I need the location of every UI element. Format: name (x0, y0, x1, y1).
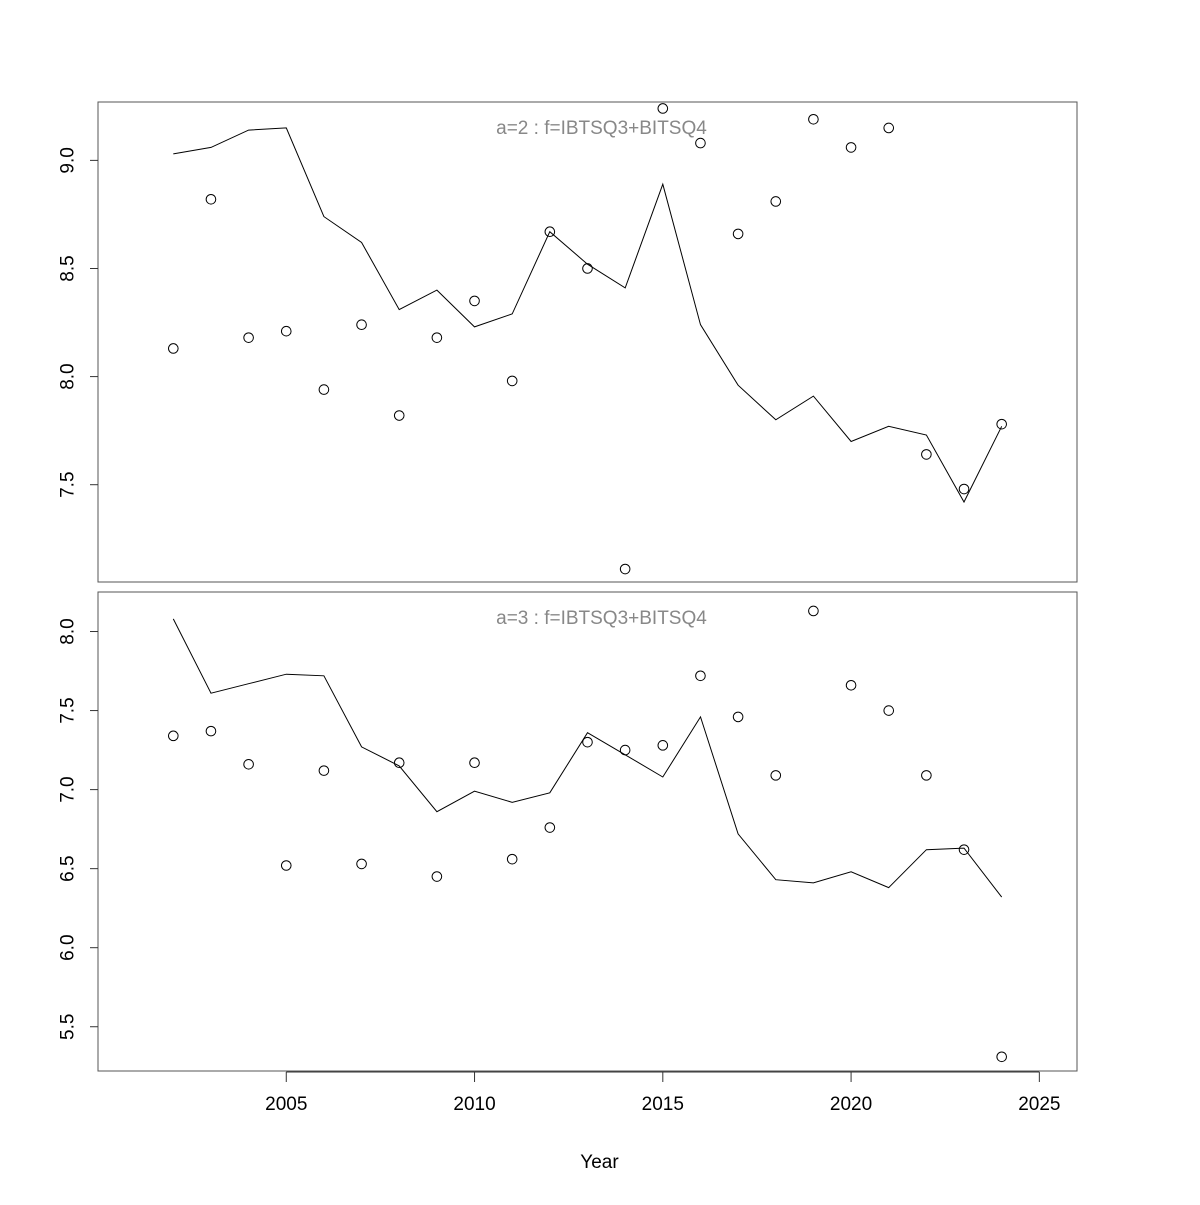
data-point-2-2020 (845, 679, 857, 691)
y-tick-label-1-3: 9.0 (58, 147, 79, 173)
data-point-1-2011 (506, 375, 518, 387)
data-point-1-2012 (544, 226, 556, 238)
data-point-1-2019 (808, 113, 819, 125)
y-tick-label-2-5: 8.0 (58, 618, 79, 644)
x-tick-label-3: 2020 (830, 1094, 872, 1115)
data-point-1-2015 (657, 103, 669, 114)
series-line-2 (172, 618, 1003, 898)
data-point-2-2003 (205, 725, 217, 737)
data-point-2-2015 (657, 740, 669, 751)
data-point-1-2013 (582, 263, 593, 274)
data-point-1-2002 (168, 343, 179, 354)
y-tick-label-1-1: 8.0 (58, 363, 79, 389)
data-point-2-2002 (168, 730, 179, 742)
data-point-1-2023 (958, 483, 970, 495)
data-point-1-2010 (469, 295, 480, 307)
data-point-2-2006 (318, 765, 330, 776)
y-tick-label-2-0: 5.5 (58, 1014, 79, 1040)
data-point-2-2014 (619, 744, 631, 756)
data-point-2-2016 (695, 670, 706, 682)
data-point-1-2021 (883, 122, 895, 134)
data-point-1-2008 (393, 410, 405, 421)
data-point-2-2023 (958, 844, 970, 855)
data-point-1-2009 (431, 332, 443, 343)
data-point-1-2006 (318, 384, 330, 395)
x-axis-label: Year (580, 1152, 619, 1173)
x-tick-label-1: 2010 (453, 1094, 495, 1115)
x-tick-label-2: 2015 (642, 1094, 684, 1115)
data-point-1-2018 (770, 196, 782, 207)
y-tick-label-1-2: 8.5 (58, 255, 79, 281)
panel-frame-1 (97, 101, 1078, 583)
data-point-2-2008 (393, 757, 405, 769)
data-point-2-2009 (431, 871, 443, 882)
data-point-2-2010 (469, 757, 480, 769)
data-point-2-2019 (808, 605, 819, 617)
y-tick-label-1-0: 7.5 (58, 471, 79, 497)
panel-title-2: a=3 : f=IBTSQ3+BITSQ4 (496, 608, 707, 629)
data-point-1-2017 (732, 228, 744, 240)
data-point-1-2020 (845, 142, 857, 153)
data-point-2-2017 (732, 711, 744, 723)
data-point-2-2007 (356, 858, 367, 870)
data-point-2-2011 (506, 853, 518, 865)
y-tick-label-2-1: 6.0 (58, 934, 79, 960)
y-tick-label-2-4: 7.5 (58, 697, 79, 723)
data-point-2-2012 (544, 822, 556, 833)
y-tick-label-2-2: 6.5 (58, 855, 79, 881)
data-point-1-2014 (619, 563, 631, 575)
x-tick-label-0: 2005 (265, 1094, 307, 1115)
data-point-2-2005 (280, 860, 292, 871)
data-point-1-2004 (243, 332, 254, 343)
panel-title-1: a=2 : f=IBTSQ3+BITSQ4 (496, 118, 707, 139)
y-tick-label-2-3: 7.0 (58, 776, 79, 802)
data-point-2-2021 (883, 705, 895, 716)
data-point-2-2004 (243, 759, 254, 770)
data-point-1-2007 (356, 319, 367, 331)
data-point-1-2016 (695, 137, 706, 149)
data-point-2-2013 (582, 736, 593, 748)
data-point-2-2022 (921, 770, 932, 781)
data-point-2-2024 (996, 1051, 1007, 1063)
series-line-1 (173, 127, 1003, 504)
data-point-1-2024 (996, 418, 1007, 430)
panel-frame-2 (97, 591, 1078, 1072)
data-point-2-2018 (770, 770, 782, 781)
data-point-1-2022 (921, 449, 932, 460)
data-point-1-2003 (205, 193, 217, 205)
x-tick-label-4: 2025 (1018, 1094, 1060, 1115)
data-point-1-2005 (280, 325, 292, 337)
